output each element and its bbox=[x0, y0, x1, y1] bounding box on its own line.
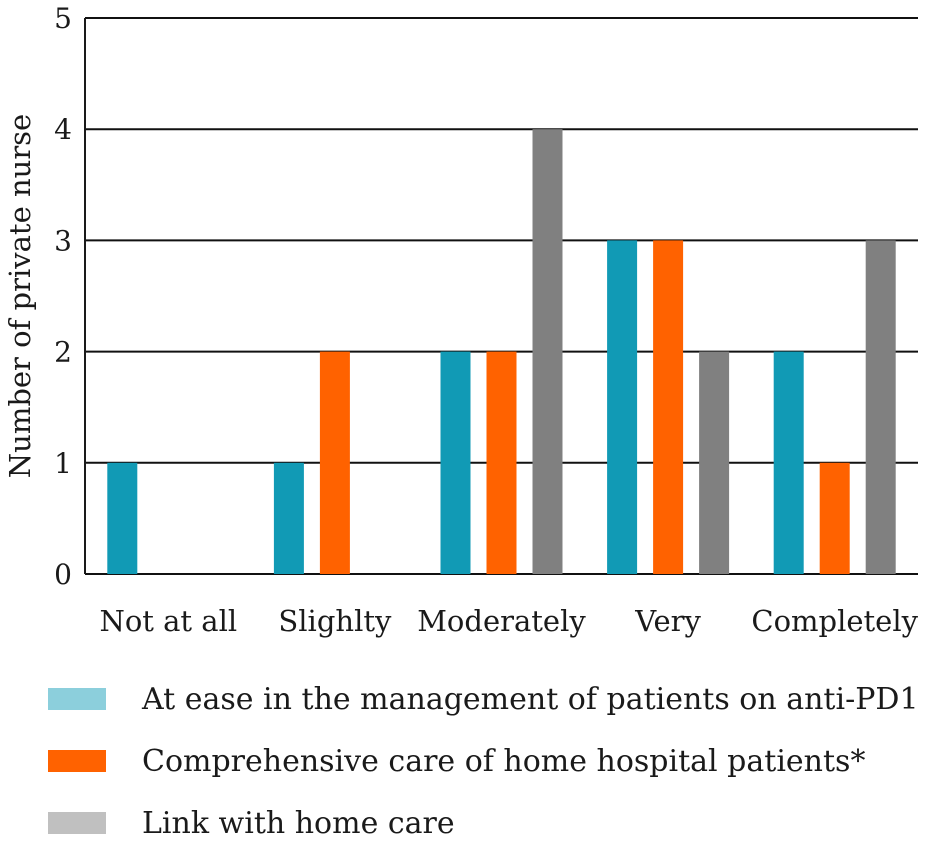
bar bbox=[819, 462, 850, 574]
y-tick-label: 0 bbox=[54, 558, 72, 591]
x-category-label: Slighlty bbox=[278, 604, 392, 638]
bar bbox=[607, 240, 638, 574]
bar bbox=[532, 129, 563, 574]
x-category-label: Very bbox=[634, 604, 701, 638]
legend-item-home-care-link: Link with home care bbox=[48, 792, 919, 854]
y-tick-label: 3 bbox=[54, 224, 72, 257]
x-category-label: Not at all bbox=[99, 604, 237, 638]
y-tick-label: 5 bbox=[54, 2, 72, 35]
bar bbox=[107, 462, 138, 574]
legend-label-at-ease: At ease in the management of patients on… bbox=[142, 681, 919, 717]
legend-swatch-home-care-link bbox=[48, 812, 106, 834]
y-axis-title: Number of private nurse bbox=[3, 114, 37, 478]
y-tick-label: 4 bbox=[54, 113, 72, 146]
x-category-labels: Not at all Slighlty Moderately Very Complete… bbox=[99, 604, 918, 638]
bar bbox=[773, 351, 804, 574]
legend-swatch-at-ease bbox=[48, 688, 106, 710]
legend-label-comprehensive-care: Comprehensive care of home hospital pati… bbox=[142, 743, 866, 779]
legend-item-at-ease: At ease in the management of patients on… bbox=[48, 668, 919, 730]
bar-chart: 0 1 2 3 4 5 Not at all Slighlty Moderately Very C… bbox=[3, 2, 919, 638]
bar bbox=[653, 240, 684, 574]
x-category-label: Moderately bbox=[417, 604, 586, 638]
legend: At ease in the management of patients on… bbox=[48, 668, 919, 854]
y-tick-label: 2 bbox=[54, 336, 72, 369]
legend-item-comprehensive-care: Comprehensive care of home hospital pati… bbox=[48, 730, 919, 792]
bar bbox=[440, 351, 471, 574]
x-category-label: Completely bbox=[751, 604, 918, 638]
bar bbox=[319, 351, 350, 574]
bars bbox=[107, 129, 896, 574]
bar bbox=[486, 351, 517, 574]
legend-swatch-comprehensive-care bbox=[48, 750, 106, 772]
y-tick-labels: 0 1 2 3 4 5 bbox=[54, 2, 72, 591]
y-tick-label: 1 bbox=[54, 447, 72, 480]
legend-label-home-care-link: Link with home care bbox=[142, 805, 455, 841]
bar bbox=[699, 351, 730, 574]
bar bbox=[865, 240, 896, 574]
bar bbox=[273, 462, 304, 574]
